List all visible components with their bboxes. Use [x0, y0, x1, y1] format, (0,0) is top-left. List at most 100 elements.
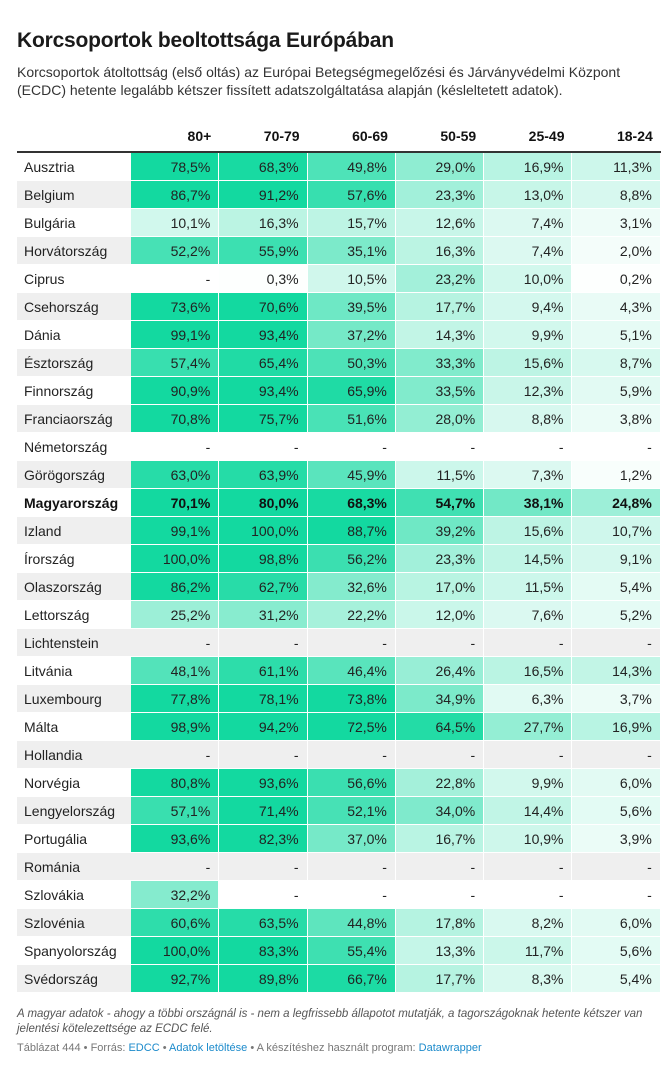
value-cell: -	[572, 433, 661, 461]
value-cell: 5,2%	[572, 601, 661, 629]
value-cell: 86,7%	[131, 181, 220, 209]
value-cell: -	[219, 853, 308, 881]
value-cell: 98,9%	[131, 713, 220, 741]
value-cell: 57,6%	[307, 181, 396, 209]
value-cell: 8,3%	[484, 965, 573, 993]
value-cell: 73,8%	[307, 685, 396, 713]
country-name: Észtország	[17, 349, 131, 377]
value-cell: 16,5%	[484, 657, 573, 685]
chart-subtitle: Korcsoportok átoltottság (első oltás) az…	[17, 64, 621, 98]
value-cell: 39,2%	[395, 517, 485, 545]
value-cell: 23,3%	[395, 545, 485, 573]
value-cell: 99,1%	[131, 321, 220, 349]
column-header-age-group: 70-79	[219, 121, 308, 153]
value-cell: -	[307, 881, 396, 909]
table-row: Észtország 57,4% 65,4% 50,3% 33,3% 15,6% 8,7%	[17, 349, 661, 377]
value-cell: 60,6%	[131, 909, 220, 937]
value-cell: 12,0%	[395, 601, 485, 629]
value-cell: 61,1%	[219, 657, 308, 685]
datawrapper-link[interactable]: Datawrapper	[418, 1042, 482, 1054]
value-cell: 66,7%	[307, 965, 396, 993]
value-cell: -	[395, 433, 485, 461]
value-cell: 7,3%	[484, 461, 573, 489]
value-cell: 12,3%	[484, 377, 573, 405]
value-cell: 0,2%	[572, 265, 661, 293]
value-cell: -	[219, 881, 308, 909]
value-cell: -	[572, 629, 661, 657]
value-cell: -	[484, 741, 573, 769]
value-cell: -	[395, 853, 485, 881]
value-cell: 34,9%	[395, 685, 485, 713]
table-row: Csehország 73,6% 70,6% 39,5% 17,7% 9,4% 4,3%	[17, 293, 661, 321]
value-cell: 22,8%	[395, 769, 485, 797]
value-cell: -	[307, 433, 396, 461]
value-cell: 68,3%	[307, 489, 396, 517]
value-cell: 5,4%	[572, 965, 661, 993]
country-name: Litvánia	[17, 657, 131, 685]
column-header-age-group: 25-49	[484, 121, 573, 153]
table-row: Norvégia 80,8% 93,6% 56,6% 22,8% 9,9% 6,0%	[17, 769, 661, 797]
value-cell: 98,8%	[219, 545, 308, 573]
value-cell: 9,9%	[484, 321, 573, 349]
value-cell: 3,9%	[572, 825, 661, 853]
table-row: Portugália 93,6% 82,3% 37,0% 16,7% 10,9% 3,9%	[17, 825, 661, 853]
country-name: Izland	[17, 517, 131, 545]
country-name: Málta	[17, 713, 131, 741]
value-cell: 5,6%	[572, 797, 661, 825]
table-header-row: 80+ 70-79 60-69 50-59 25-49 18-24	[17, 121, 661, 153]
value-cell: 37,2%	[307, 321, 396, 349]
column-header-age-group: 60-69	[307, 121, 396, 153]
column-header-age-group: 50-59	[395, 121, 485, 153]
value-cell: 45,9%	[307, 461, 396, 489]
value-cell: -	[395, 741, 485, 769]
value-cell: 16,9%	[572, 713, 661, 741]
value-cell: -	[307, 741, 396, 769]
vaccination-table: 80+ 70-79 60-69 50-59 25-49 18-24 Ausztria 78,…	[17, 121, 661, 993]
country-name: Bulgária	[17, 209, 131, 237]
country-name: Hollandia	[17, 741, 131, 769]
value-cell: 62,7%	[219, 573, 308, 601]
column-header-age-group: 18-24	[572, 121, 661, 153]
country-name: Lettország	[17, 601, 131, 629]
table-row: Németország - - - - - -	[17, 433, 661, 461]
value-cell: 11,3%	[572, 153, 661, 181]
value-cell: 24,8%	[572, 489, 661, 517]
value-cell: 1,2%	[572, 461, 661, 489]
value-cell: 10,0%	[484, 265, 573, 293]
table-row: Izland 99,1% 100,0% 88,7% 39,2% 15,6% 10,7%	[17, 517, 661, 545]
value-cell: 13,3%	[395, 937, 485, 965]
download-data-link[interactable]: Adatok letöltése	[169, 1042, 248, 1054]
value-cell: 78,5%	[131, 153, 220, 181]
value-cell: 52,1%	[307, 797, 396, 825]
value-cell: 14,3%	[572, 657, 661, 685]
table-row: Románia - - - - - -	[17, 853, 661, 881]
value-cell: 6,0%	[572, 769, 661, 797]
country-name: Finnország	[17, 377, 131, 405]
value-cell: 11,5%	[395, 461, 485, 489]
value-cell: 80,8%	[131, 769, 220, 797]
table-row: Dánia 99,1% 93,4% 37,2% 14,3% 9,9% 5,1%	[17, 321, 661, 349]
value-cell: 100,0%	[131, 937, 220, 965]
country-name: Olaszország	[17, 573, 131, 601]
country-name: Svédország	[17, 965, 131, 993]
table-row: Spanyolország 100,0% 83,3% 55,4% 13,3% 11,7% 5…	[17, 937, 661, 965]
country-name: Franciaország	[17, 405, 131, 433]
column-header-country	[17, 121, 131, 153]
value-cell: 9,9%	[484, 769, 573, 797]
value-cell: 14,3%	[395, 321, 485, 349]
country-name: Németország	[17, 433, 131, 461]
value-cell: 57,4%	[131, 349, 220, 377]
source-link[interactable]: EDCC	[128, 1042, 160, 1054]
value-cell: 57,1%	[131, 797, 220, 825]
value-cell: 13,0%	[484, 181, 573, 209]
value-cell: -	[572, 881, 661, 909]
value-cell: 10,5%	[307, 265, 396, 293]
country-name: Belgium	[17, 181, 131, 209]
value-cell: 72,5%	[307, 713, 396, 741]
table-row: Finnország 90,9% 93,4% 65,9% 33,5% 12,3% 5,9%	[17, 377, 661, 405]
value-cell: 100,0%	[131, 545, 220, 573]
table-row: Litvánia 48,1% 61,1% 46,4% 26,4% 16,5% 14,3%	[17, 657, 661, 685]
value-cell: 7,6%	[484, 601, 573, 629]
value-cell: 0,3%	[219, 265, 308, 293]
country-name: Csehország	[17, 293, 131, 321]
